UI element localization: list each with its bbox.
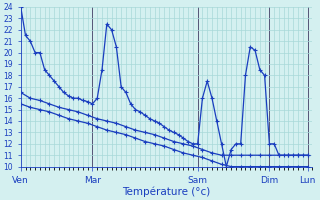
X-axis label: Température (°c): Température (°c) — [123, 186, 211, 197]
